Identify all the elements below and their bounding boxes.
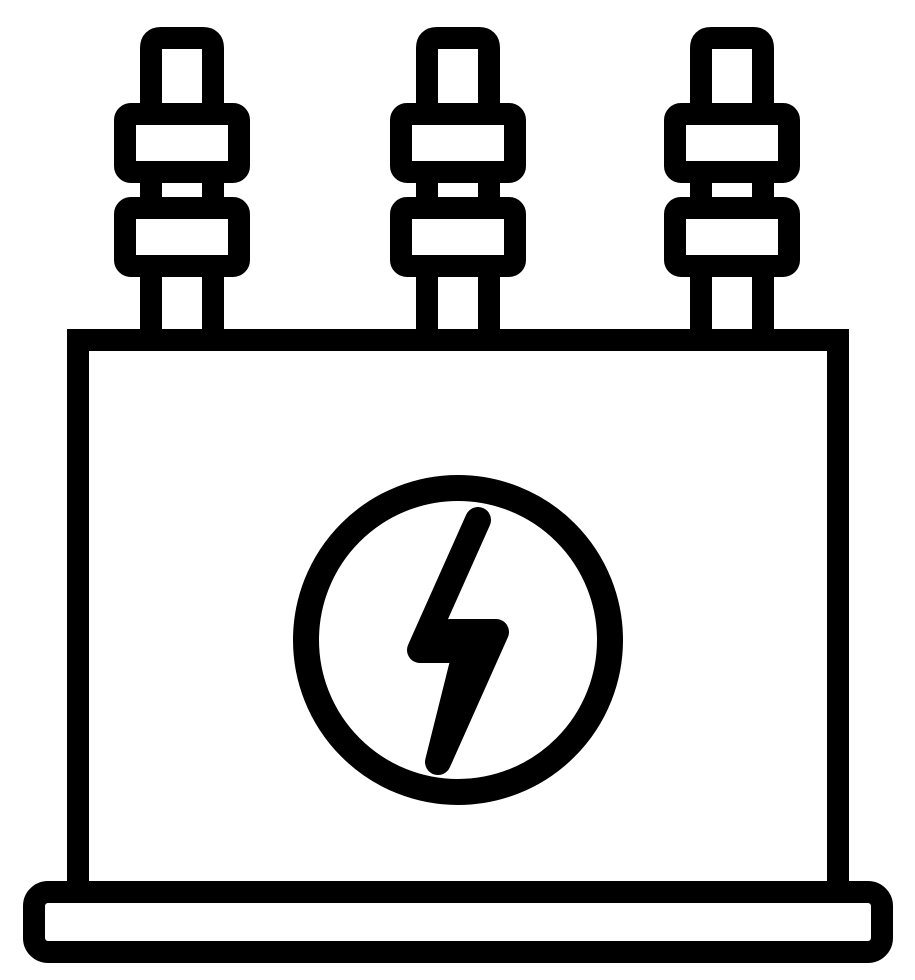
bushing-3 — [675, 38, 789, 340]
bushing-3-collar-1 — [675, 114, 789, 172]
bushing-1-stem — [151, 38, 213, 340]
bushing-2-collar-2 — [401, 208, 515, 266]
bushing-2-collar-1 — [401, 114, 515, 172]
bushing-1 — [125, 38, 239, 340]
transformer-base — [34, 892, 882, 952]
bushing-2-stem — [427, 38, 489, 340]
bushing-3-stem — [701, 38, 763, 340]
bushing-1-collar-2 — [125, 208, 239, 266]
bushing-1-collar-1 — [125, 114, 239, 172]
bushing-3-collar-2 — [675, 208, 789, 266]
bushing-2 — [401, 38, 515, 340]
electrical-transformer-icon — [0, 0, 915, 980]
